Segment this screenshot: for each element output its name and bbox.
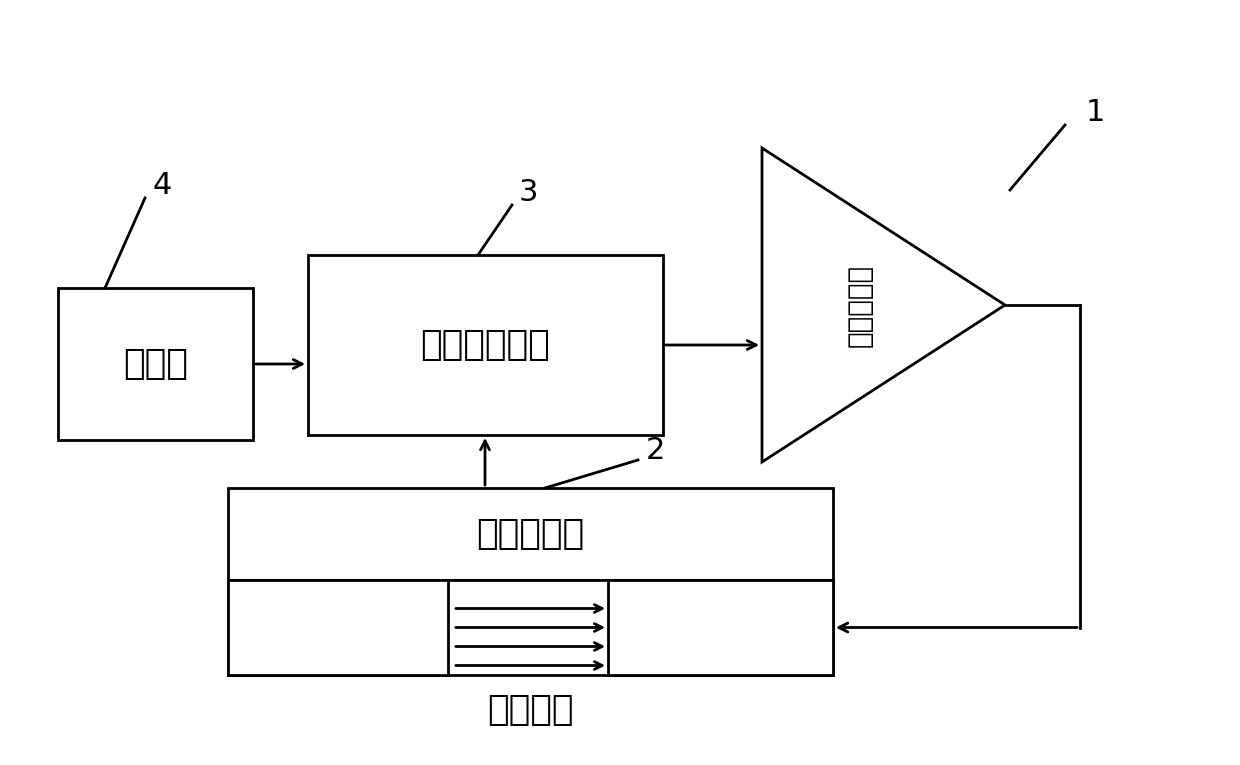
Bar [58,288,253,440]
Text: 同轴谐振腔: 同轴谐振腔 [476,517,584,551]
Text: 加速间隙: 加速间隙 [487,693,574,727]
Text: 2: 2 [645,435,665,464]
Polygon shape [763,148,1004,462]
Text: 低电平控制器: 低电平控制器 [420,328,551,362]
Text: 4: 4 [153,171,171,200]
Text: 功率放大器: 功率放大器 [846,263,873,347]
Bar [308,255,663,435]
Bar [228,580,448,675]
Text: 信号源: 信号源 [123,347,188,381]
Bar [608,580,833,675]
Text: 1: 1 [1085,97,1105,126]
Text: 3: 3 [518,177,538,207]
Bar [228,488,833,580]
Bar [228,580,833,675]
